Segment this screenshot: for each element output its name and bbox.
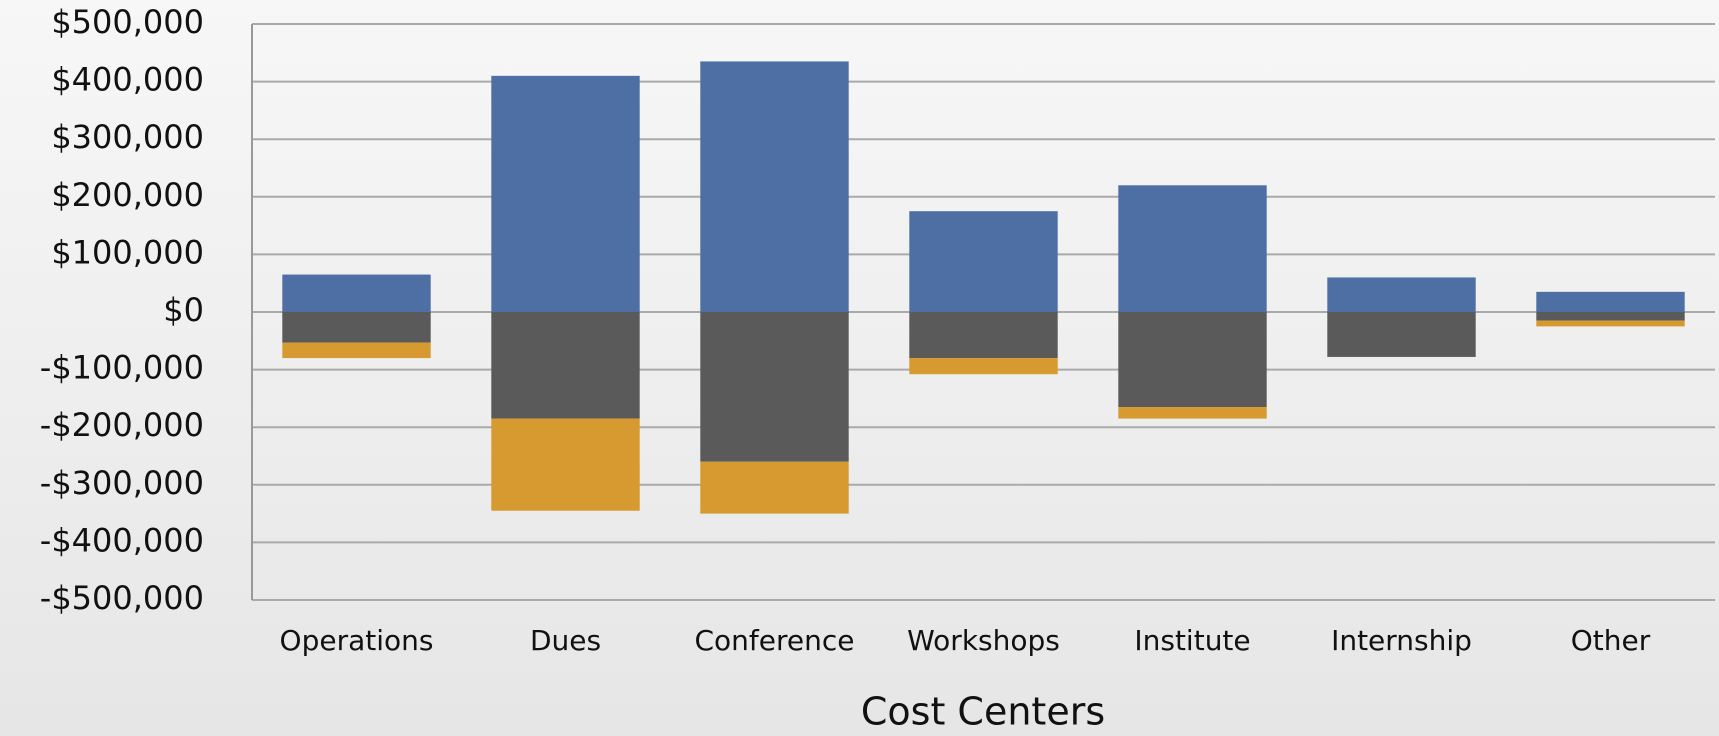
bar (909, 358, 1058, 375)
bar (491, 418, 640, 511)
bar (1118, 185, 1267, 312)
y-tick-label: $0 (163, 291, 204, 329)
bar (282, 342, 431, 359)
bar (909, 312, 1058, 359)
bar (700, 61, 849, 312)
y-tick-label: $500,000 (51, 3, 204, 41)
x-tick-label: Institute (1134, 624, 1250, 657)
bar (491, 75, 640, 312)
x-tick-label: Operations (280, 624, 434, 657)
x-axis-title: Cost Centers (861, 690, 1105, 734)
bar (700, 312, 849, 462)
bar (700, 461, 849, 514)
y-tick-label: -$400,000 (40, 521, 204, 559)
bar (1327, 277, 1476, 312)
y-tick-label: -$100,000 (40, 349, 204, 387)
bar (282, 274, 431, 312)
y-tick-label: $100,000 (51, 233, 204, 271)
bar (909, 211, 1058, 312)
y-tick-label: -$200,000 (40, 406, 204, 444)
bar (491, 312, 640, 419)
bar (1118, 407, 1267, 419)
bar (1536, 291, 1685, 312)
x-tick-label: Internship (1331, 624, 1472, 657)
x-tick-label: Workshops (907, 624, 1060, 657)
y-tick-label: $300,000 (51, 118, 204, 156)
x-tick-label: Dues (530, 624, 601, 657)
bar (1327, 312, 1476, 357)
y-tick-label: -$500,000 (40, 579, 204, 617)
y-tick-label: $200,000 (51, 176, 204, 214)
y-tick-label: -$300,000 (40, 464, 204, 502)
bar (1118, 312, 1267, 408)
bar (1536, 312, 1685, 321)
x-tick-label: Other (1571, 624, 1651, 657)
y-tick-label: $400,000 (51, 61, 204, 99)
bar (282, 312, 431, 343)
bar (1536, 320, 1685, 327)
x-tick-label: Conference (694, 624, 854, 657)
